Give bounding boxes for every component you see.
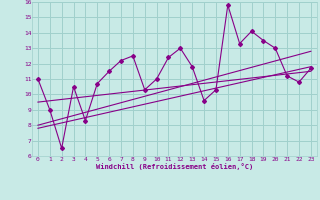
- X-axis label: Windchill (Refroidissement éolien,°C): Windchill (Refroidissement éolien,°C): [96, 163, 253, 170]
